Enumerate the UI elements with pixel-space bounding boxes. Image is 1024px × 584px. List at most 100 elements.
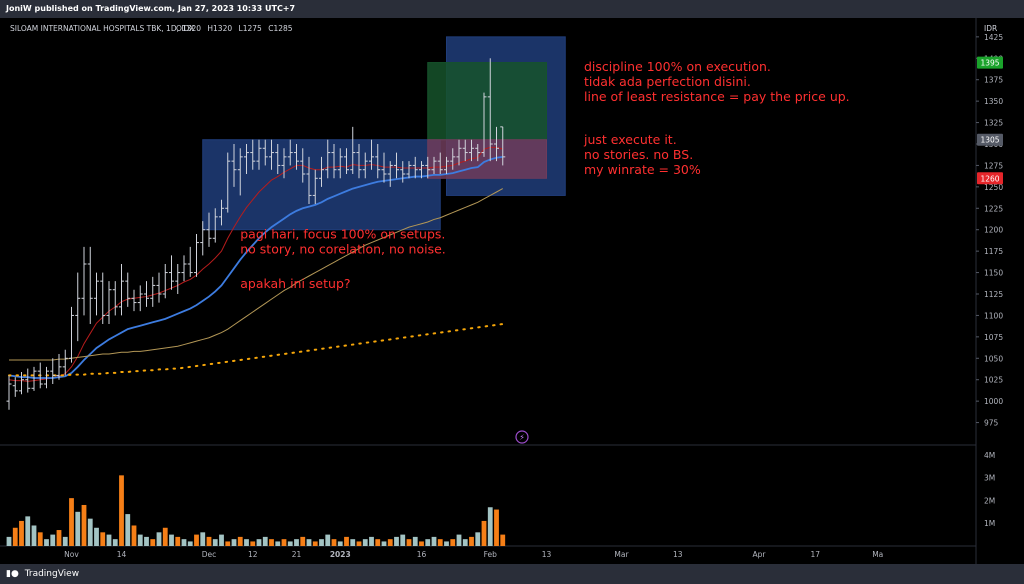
ohlc-bar — [56, 354, 62, 380]
ohlc-bar — [369, 139, 374, 170]
volume-bar — [131, 525, 137, 546]
ohlc-bar — [69, 306, 74, 363]
volume-tick-label: 4M — [984, 451, 995, 460]
ohlc-bar — [6, 375, 12, 410]
price-tag-label: 1260 — [980, 174, 999, 183]
volume-bar — [144, 536, 149, 546]
volume-bar — [419, 541, 424, 546]
volume-bar — [344, 536, 349, 546]
x-tick-label: Feb — [484, 550, 498, 559]
volume-bar — [312, 541, 318, 546]
overlay-line-4 — [8, 323, 504, 377]
volume-bar — [37, 532, 43, 546]
open-label: O — [176, 24, 182, 33]
tradingview-logo-icon: ▮● — [6, 569, 19, 579]
ohlc-bar — [150, 276, 156, 307]
flash-icon-glyph: ⚡ — [519, 433, 525, 442]
ohlc-bar — [87, 246, 93, 324]
ohlc-bar — [300, 148, 306, 183]
y-tick-label: 975 — [984, 419, 999, 428]
ohlc-bar — [494, 126, 499, 162]
volume-bar — [25, 516, 31, 546]
y-tick-label: 1325 — [984, 119, 1003, 128]
ohlc-bar — [462, 139, 468, 162]
ohlc-bar — [75, 272, 81, 342]
volume-bar — [381, 541, 387, 546]
ohlc-bar — [344, 148, 349, 174]
volume-bar — [262, 536, 268, 546]
x-tick-label: Ma — [872, 550, 883, 559]
high-label: H — [207, 24, 213, 33]
open-value: 1320 — [182, 24, 201, 33]
volume-bar — [356, 541, 362, 546]
ohlc-bar — [375, 144, 381, 179]
ohlc-bar — [212, 208, 218, 243]
stop-box — [427, 139, 547, 179]
overlay-line-3 — [9, 188, 503, 361]
ohlc-bar — [100, 272, 106, 324]
volume-bar — [337, 541, 343, 546]
ohlc-bar — [50, 358, 56, 384]
y-tick-label: 1125 — [984, 290, 1003, 299]
symbol-name: SILOAM INTERNATIONAL HOSPITALS TBK, 1D, … — [10, 24, 195, 33]
volume-bar — [56, 530, 62, 546]
ohlc-bar — [181, 255, 187, 282]
y-tick-label: 1200 — [984, 226, 1003, 235]
x-tick-label: Dec — [202, 550, 217, 559]
ohlc-bar — [306, 156, 312, 204]
volume-bar — [412, 536, 418, 546]
ohlc-bar — [312, 169, 318, 204]
ohlc-bar — [25, 368, 31, 393]
volume-tick-label: 1M — [984, 519, 995, 528]
volume-bar — [150, 539, 156, 546]
ohlc-bar — [362, 152, 368, 179]
high-value: 1320 — [213, 24, 232, 33]
publish-text: JoniW published on TradingView.com, Jan … — [6, 4, 296, 13]
volume-bar — [125, 514, 131, 546]
annotation-apakah: apakah ini setup? — [240, 276, 350, 291]
ohlc-bar — [269, 139, 274, 170]
volume-bar — [50, 534, 56, 546]
ohlc-bar — [406, 161, 412, 179]
volume-bar — [319, 539, 324, 546]
ohlc-bar — [125, 272, 131, 307]
overlay-line-2 — [8, 155, 503, 379]
volume-bar — [94, 527, 99, 546]
ohlc-bar — [394, 152, 399, 179]
chart-area[interactable]: SILOAM INTERNATIONAL HOSPITALS TBK, 1D, … — [0, 18, 1024, 564]
volume-bar — [375, 539, 381, 546]
ohlc-bar — [419, 161, 424, 179]
volume-bar — [175, 536, 181, 546]
y-tick-label: 1250 — [984, 183, 1003, 192]
volume-bar — [44, 539, 49, 546]
volume-bar — [331, 539, 337, 546]
annotation-line: line of least resistance = pay the price… — [584, 89, 850, 104]
volume-bar — [294, 539, 299, 546]
annotation-line: tidak ada perfection disini. — [584, 74, 751, 89]
ohlc-bar — [194, 234, 199, 277]
ohlc-bar — [481, 92, 487, 157]
ohlc-bar — [275, 144, 281, 174]
ohlc-bar — [12, 377, 18, 397]
ohlc-bar — [44, 366, 49, 389]
volume-bar — [431, 536, 437, 546]
ohlc-bar — [62, 349, 68, 376]
ohlc-bar — [131, 289, 137, 312]
volume-bar — [75, 511, 81, 546]
ohlc-bar — [237, 148, 243, 196]
footer-brand: TradingView — [24, 569, 80, 579]
ohlc-bar — [244, 144, 249, 174]
volume-bar — [444, 541, 449, 546]
price-chart[interactable]: SILOAM INTERNATIONAL HOSPITALS TBK, 1D, … — [0, 18, 1024, 564]
ohlc-bar — [356, 144, 362, 179]
volume-bar — [494, 509, 499, 546]
flash-icon — [515, 430, 529, 444]
ohlc-bar — [175, 264, 181, 294]
volume-bar — [100, 532, 106, 546]
volume-bar — [425, 539, 431, 546]
y-tick-label: 1375 — [984, 76, 1003, 85]
ohlc-bar — [187, 246, 193, 277]
volume-bar — [112, 539, 118, 546]
ohlc-bar — [106, 281, 112, 324]
volume-bar — [450, 539, 456, 546]
